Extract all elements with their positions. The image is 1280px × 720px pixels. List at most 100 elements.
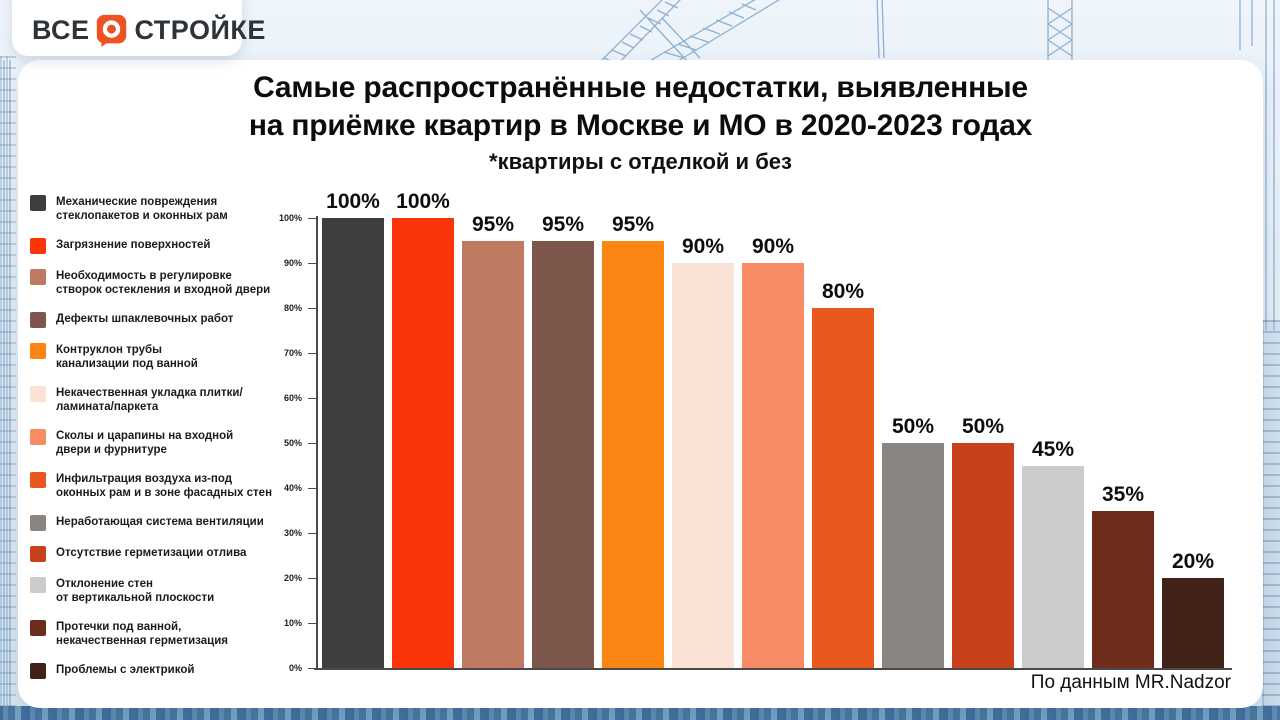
legend-item-12: Проблемы с электрикой [30, 663, 292, 679]
legend-label-4: Контруклон трубы канализации под ванной [56, 344, 198, 370]
legend-item-4: Контруклон трубы канализации под ванной [30, 343, 292, 371]
bar-9 [952, 443, 1014, 668]
bar-10 [1022, 465, 1084, 668]
legend-swatch-9 [30, 546, 46, 562]
y-tick-label-10%: 10% [283, 618, 302, 628]
legend-swatch-3 [30, 312, 46, 328]
legend-item-10: Отклонение стен от вертикальной плоскост… [30, 577, 292, 605]
chart-legend: Механические повреждения стеклопакетов и… [30, 195, 292, 695]
legend-label-10: Отклонение стен от вертикальной плоскост… [56, 578, 215, 604]
bar-2 [462, 240, 524, 668]
legend-label-0: Механические повреждения стеклопакетов и… [56, 196, 228, 222]
y-tick-label-50%: 50% [283, 438, 302, 448]
y-tick-mark-80% [308, 307, 316, 309]
legend-swatch-6 [30, 429, 46, 445]
legend-swatch-7 [30, 472, 46, 488]
legend-swatch-1 [30, 238, 46, 254]
legend-swatch-2 [30, 269, 46, 285]
y-tick-label-80%: 80% [283, 303, 302, 313]
y-tick-mark-40% [308, 487, 316, 489]
chart-title-line2: на приёмке квартир в Москве и МО в 2020-… [248, 109, 1033, 142]
y-tick-mark-20% [308, 577, 316, 579]
bar-value-label-2: 95% [471, 212, 515, 236]
legend-label-3: Дефекты шпаклевочных работ [56, 313, 234, 325]
y-tick-mark-10% [308, 622, 316, 624]
legend-label-12: Проблемы с электрикой [56, 664, 195, 676]
logo-text-vse: ВСЕ [32, 15, 90, 45]
speech-bubble-o-icon [97, 14, 127, 47]
legend-swatch-11 [30, 620, 46, 636]
y-tick-label-0%: 0% [288, 663, 302, 673]
infographic-card: Самые распространённые недостатки, выявл… [18, 60, 1263, 708]
bar-value-label-11: 35% [1101, 482, 1145, 506]
bar-6 [742, 263, 804, 668]
legend-label-8: Неработающая система вентиляции [56, 516, 264, 528]
bar-value-label-5: 90% [681, 235, 725, 258]
bar-value-label-0: 100% [326, 190, 380, 213]
y-tick-mark-90% [308, 262, 316, 264]
legend-label-1: Загрязнение поверхностей [56, 239, 211, 251]
legend-label-6: Сколы и царапины на входной двери и фурн… [56, 430, 234, 456]
y-tick-label-20%: 20% [283, 573, 302, 583]
bar-12 [1162, 578, 1224, 668]
legend-swatch-10 [30, 577, 46, 593]
chart-title-line1: Самые распространённые недостатки, выявл… [253, 71, 1028, 104]
bar-value-label-10: 45% [1031, 437, 1075, 461]
bar-3 [532, 240, 594, 668]
bar-8 [882, 443, 944, 668]
chart-subtitle: *квартиры с отделкой и без [489, 149, 792, 174]
logo: ВСЕ СТРОЙКЕ [32, 14, 266, 47]
y-tick-mark-60% [308, 397, 316, 399]
legend-label-5: Некачественная укладка плитки/ ламината/… [56, 387, 243, 413]
y-tick-label-100%: 100% [278, 213, 302, 223]
bar-value-label-12: 20% [1171, 550, 1215, 573]
bar-value-label-1: 100% [396, 190, 450, 213]
bar-value-label-4: 95% [611, 212, 655, 236]
y-tick-mark-50% [308, 442, 316, 444]
blueprint-right-strip [1262, 320, 1280, 706]
bar-value-label-9: 50% [961, 415, 1005, 438]
y-tick-mark-0% [308, 667, 316, 669]
legend-swatch-12 [30, 663, 46, 679]
y-tick-label-90%: 90% [283, 258, 302, 268]
legend-label-7: Инфильтрация воздуха из-под оконных рам … [56, 473, 273, 499]
logo-text-stroyke: СТРОЙКЕ [134, 15, 266, 45]
y-tick-label-60%: 60% [283, 393, 302, 403]
y-tick-label-70%: 70% [283, 348, 302, 358]
bar-4 [602, 240, 664, 668]
legend-label-11: Протечки под ванной, некачественная герм… [56, 621, 228, 647]
bar-5 [672, 263, 734, 668]
legend-item-8: Неработающая система вентиляции [30, 515, 292, 531]
blueprint-left-strip [0, 56, 16, 706]
y-tick-mark-70% [308, 352, 316, 354]
legend-item-3: Дефекты шпаклевочных работ [30, 312, 292, 328]
legend-label-9: Отсутствие герметизации отлива [56, 547, 247, 559]
legend-item-2: Необходимость в регулировке створок осте… [30, 269, 292, 297]
y-tick-mark-100% [308, 217, 316, 219]
bar-value-label-3: 95% [541, 212, 585, 236]
blueprint-bottom-strip [0, 706, 1280, 720]
bar-7 [812, 308, 874, 668]
legend-swatch-0 [30, 195, 46, 211]
bar-value-label-6: 90% [751, 235, 795, 258]
legend-swatch-4 [30, 343, 46, 359]
legend-item-0: Механические повреждения стеклопакетов и… [30, 195, 292, 223]
y-axis-line [316, 216, 318, 669]
logo-card: ВСЕ СТРОЙКЕ [12, 0, 265, 56]
data-source-note: По данным MR.Nadzor [1030, 672, 1231, 693]
legend-swatch-5 [30, 386, 46, 402]
bar-0 [322, 218, 384, 668]
legend-item-7: Инфильтрация воздуха из-под оконных рам … [30, 472, 292, 500]
y-tick-label-30%: 30% [283, 528, 302, 538]
bar-1 [392, 218, 454, 668]
legend-item-9: Отсутствие герметизации отлива [30, 546, 292, 562]
y-tick-mark-30% [308, 532, 316, 534]
chart-title: Самые распространённые недостатки, выявл… [18, 69, 1263, 145]
y-tick-label-40%: 40% [283, 483, 302, 493]
legend-label-2: Необходимость в регулировке створок осте… [56, 270, 271, 296]
plot-area: 0% 10% 20% 30% 40% 50% 60% 70% 80% 90% 100% 100% 100… [18, 60, 1263, 708]
legend-swatch-8 [30, 515, 46, 531]
legend-item-6: Сколы и царапины на входной двери и фурн… [30, 429, 292, 457]
bar-11 [1092, 510, 1154, 668]
